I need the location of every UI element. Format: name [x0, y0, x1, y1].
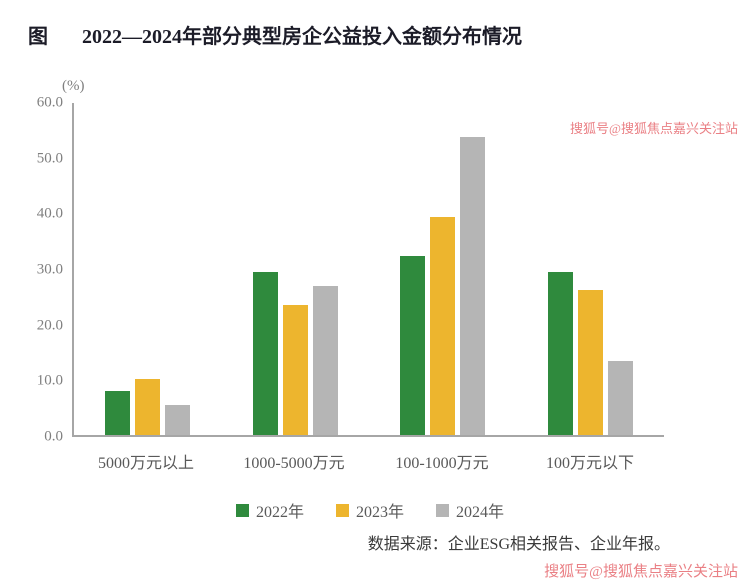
bar-group — [547, 103, 633, 435]
watermark-bottom: 搜狐号@搜狐焦点嘉兴关注站 — [544, 564, 738, 580]
bar-2022年 — [400, 256, 426, 435]
y-tick-label: 60.0 — [36, 94, 63, 111]
bar-group — [400, 103, 486, 435]
plot-area — [72, 103, 664, 437]
x-tick-label: 5000万元以上 — [97, 455, 194, 472]
bar-group — [105, 103, 191, 435]
legend-item: 2024年 — [436, 498, 504, 522]
legend-swatch — [335, 503, 349, 517]
bar-2023年 — [577, 290, 603, 435]
bar-2022年 — [547, 271, 573, 435]
legend-item: 2022年 — [235, 498, 304, 522]
bar-2022年 — [252, 271, 278, 435]
legend-label: 2024年 — [456, 504, 505, 521]
x-tick-label: 100-1000万元 — [395, 455, 489, 472]
legend: 2022年 2023年 2024年 — [0, 498, 740, 522]
y-tick-label: 40.0 — [36, 205, 63, 222]
y-tick-label: 10.0 — [36, 372, 63, 389]
bar-2024年 — [165, 405, 191, 435]
bar-2024年 — [607, 361, 633, 435]
figure-label: 图 — [28, 26, 48, 48]
legend-swatch — [235, 503, 249, 517]
x-axis-labels: 5000万元以上 1000-5000万元 100-1000万元 100万元以下 — [72, 449, 664, 473]
bar-2024年 — [460, 136, 486, 435]
x-tick-label: 100万元以下 — [545, 455, 634, 472]
y-axis-unit-label: (%) — [62, 78, 85, 94]
bar-2023年 — [430, 217, 456, 435]
source-note: 数据来源：企业ESG相关报告、企业年报。 — [367, 536, 670, 553]
legend-item: 2023年 — [335, 498, 404, 522]
legend-label: 2022年 — [255, 504, 304, 521]
y-tick-label: 0.0 — [44, 428, 63, 445]
watermark-top: 搜狐号@搜狐焦点嘉兴关注站 — [570, 121, 738, 136]
x-tick-label: 1000-5000万元 — [243, 455, 345, 472]
bar-2022年 — [105, 391, 131, 435]
legend-label: 2023年 — [355, 504, 404, 521]
bar-group — [252, 103, 338, 435]
bar-2024年 — [312, 286, 338, 435]
y-tick-label: 50.0 — [36, 150, 63, 167]
bar-2023年 — [282, 304, 308, 435]
bar-chart: 0.0 10.0 20.0 30.0 40.0 50.0 60.0 5000万元以上 1000… — [37, 95, 664, 472]
y-tick-label: 20.0 — [36, 317, 63, 334]
chart-title: 图 2022—2024年部分典型房企公益投入金额分布情况 — [28, 20, 522, 49]
y-tick-label: 30.0 — [36, 261, 63, 278]
bar-2023年 — [135, 378, 161, 435]
chart-title-text: 2022—2024年部分典型房企公益投入金额分布情况 — [82, 26, 522, 48]
legend-swatch — [436, 503, 449, 517]
